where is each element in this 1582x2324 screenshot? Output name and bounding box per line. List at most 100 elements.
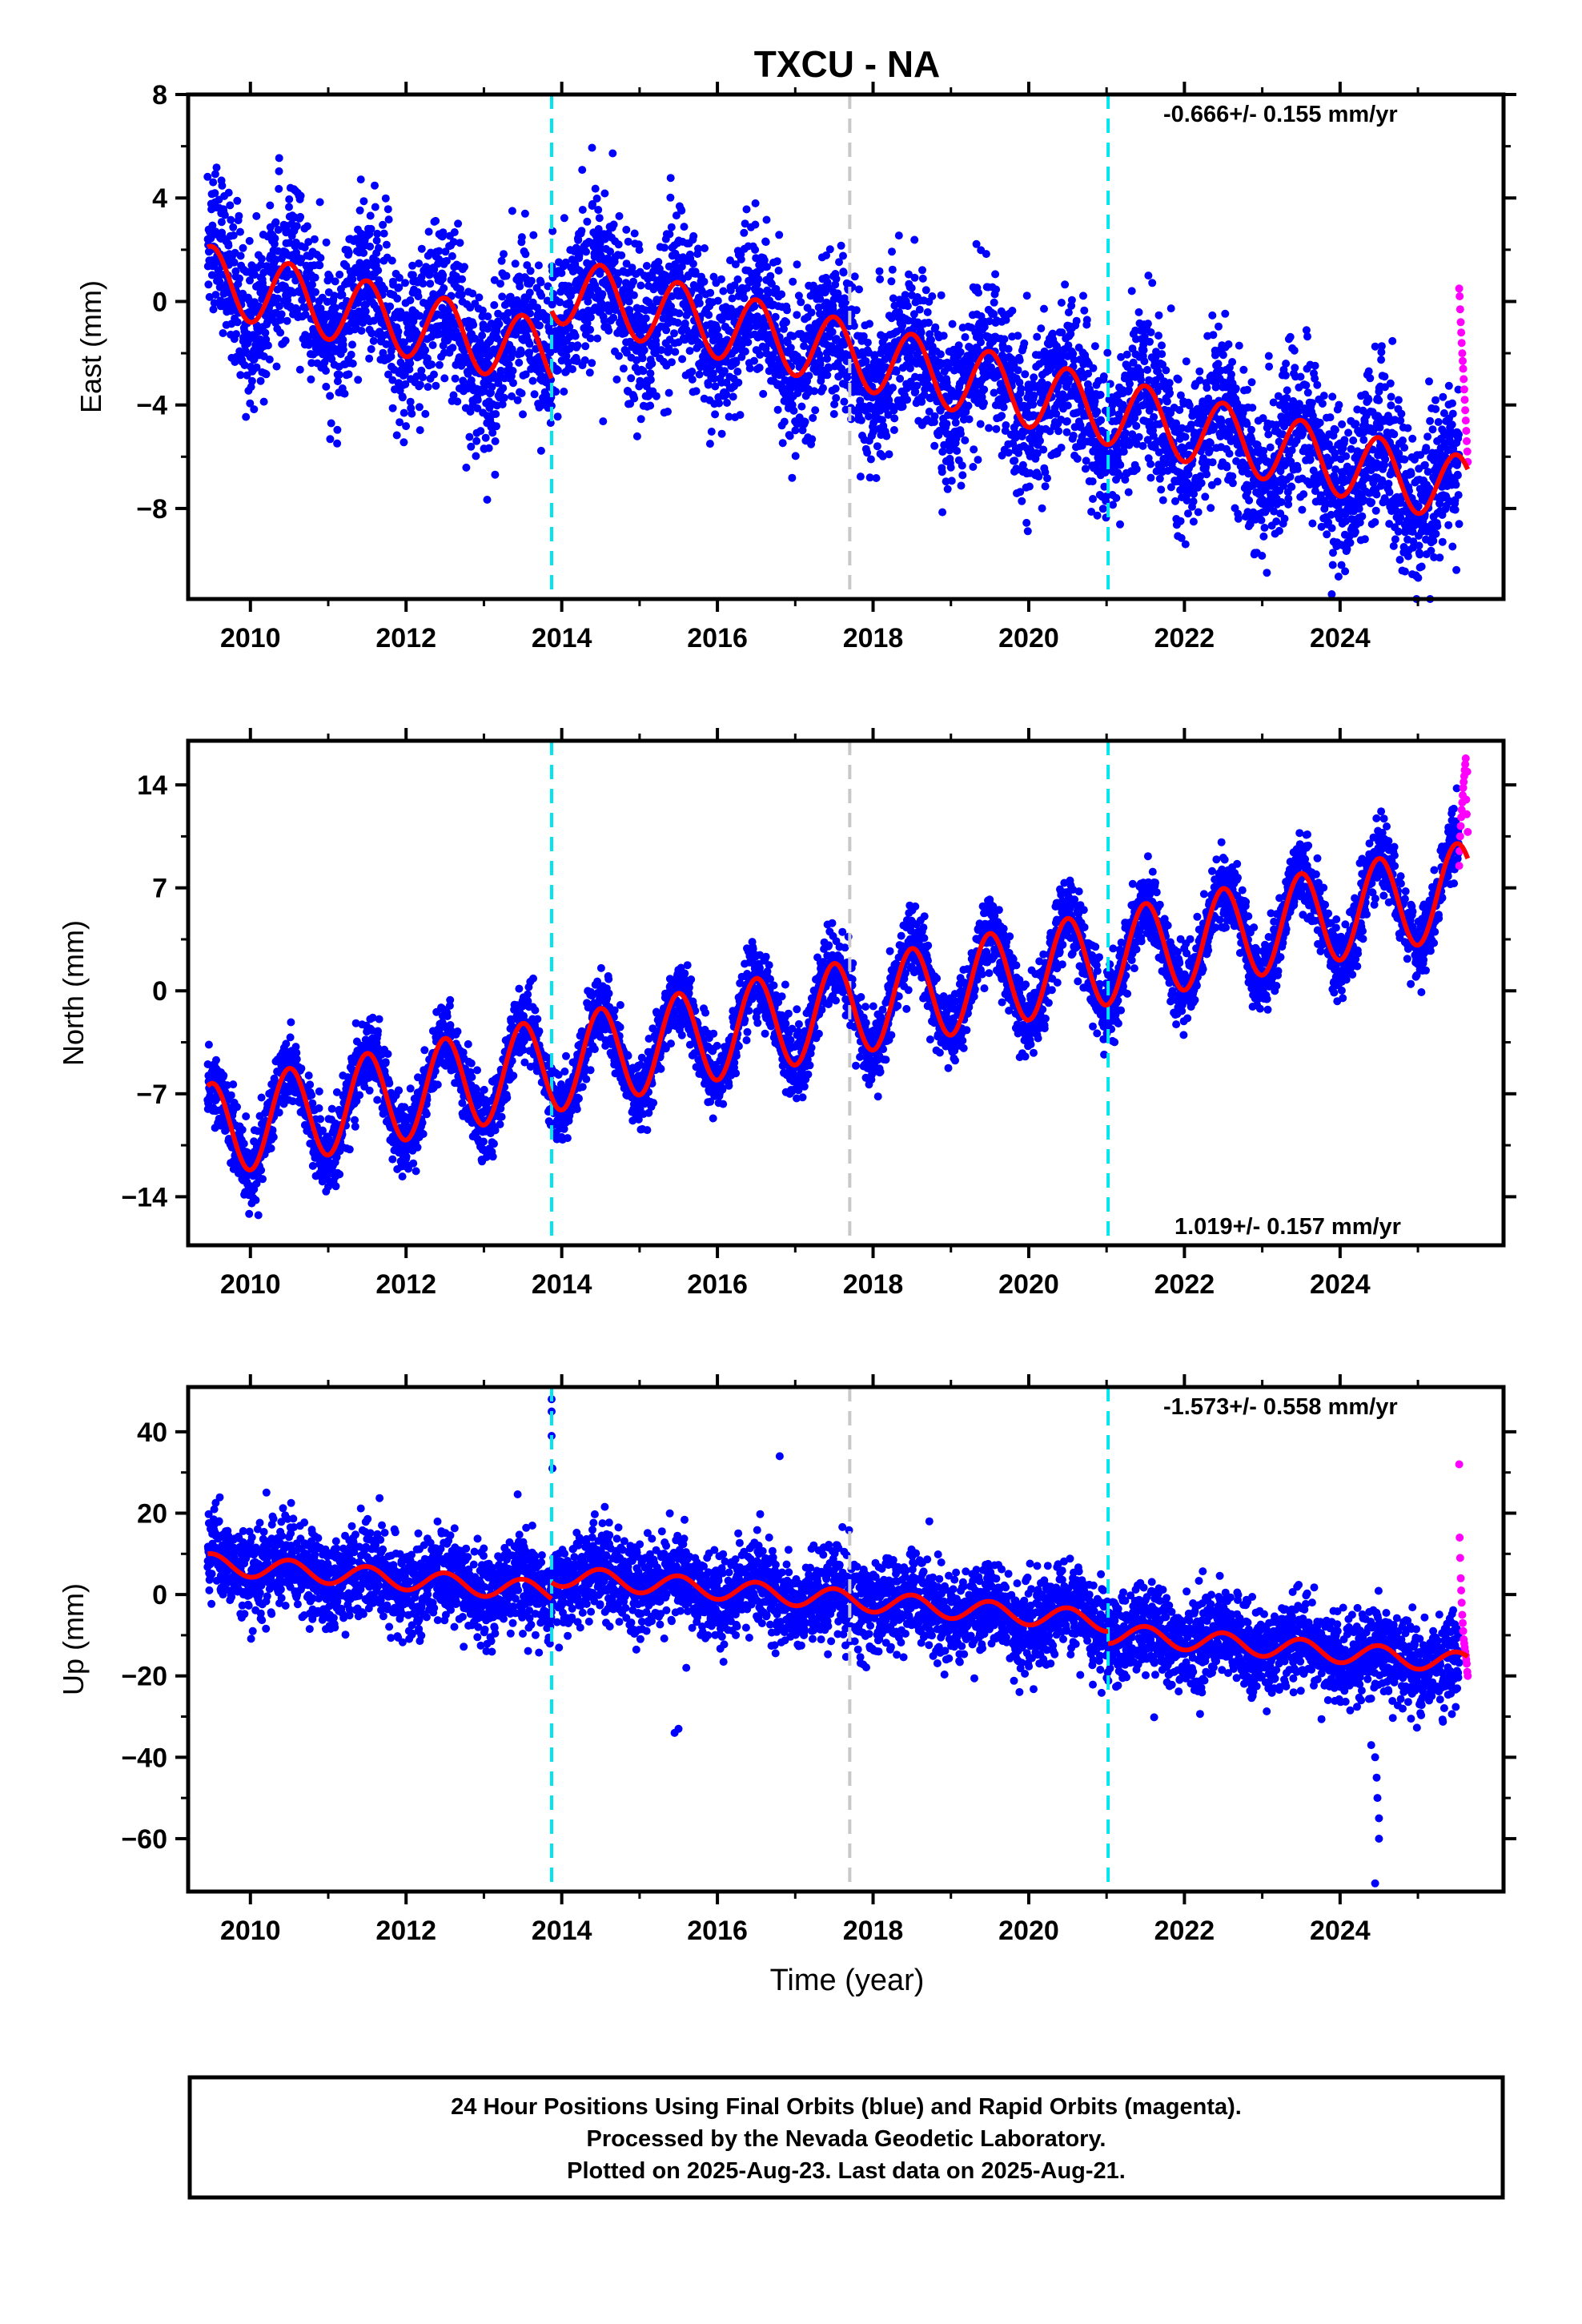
east-data-point (229, 231, 238, 239)
east-data-point (311, 273, 319, 282)
east-data-point (419, 279, 428, 288)
east-data-point (277, 310, 286, 319)
east-data-point (504, 360, 513, 369)
east-data-point (917, 397, 926, 406)
east-data-point (999, 403, 1008, 412)
east-data-point (1146, 337, 1154, 346)
east-data-point (961, 436, 970, 444)
east-data-point (533, 304, 542, 312)
east-data-point (508, 392, 516, 400)
east-data-point (740, 228, 749, 237)
east-data-point (1223, 463, 1231, 472)
east-data-point (734, 378, 743, 387)
east-data-point (326, 392, 335, 400)
east-data-point (366, 242, 375, 251)
east-data-point (915, 305, 924, 314)
east-data-point (1283, 386, 1291, 395)
east-data-point (850, 272, 859, 281)
east-data-point (1299, 490, 1308, 499)
east-data-point (1154, 311, 1163, 320)
east-data-point (701, 244, 709, 252)
east-data-point (508, 207, 516, 215)
east-data-point (1207, 504, 1215, 513)
east-data-point (536, 446, 545, 455)
east-data-point (335, 270, 344, 279)
east-data-point (1341, 567, 1350, 576)
east-data-point (1030, 373, 1038, 382)
east-data-point (333, 425, 342, 434)
east-data-point (439, 271, 448, 279)
east-data-point (395, 273, 404, 282)
east-data-point (400, 408, 408, 417)
east-data-point (1351, 420, 1360, 428)
east-data-point (751, 245, 760, 254)
east-data-point (1080, 306, 1089, 315)
east-data-point (754, 275, 763, 283)
east-data-point (733, 368, 742, 376)
east-data-point (615, 352, 623, 360)
east-data-point (529, 231, 538, 239)
east-data-point (1227, 370, 1235, 379)
east-data-point (430, 265, 439, 274)
east-data-point (1174, 375, 1182, 384)
east-data-point (1139, 346, 1148, 355)
east-data-point (301, 310, 310, 319)
east-data-point (974, 288, 982, 297)
east-data-point (722, 390, 731, 399)
east-data-point (1302, 381, 1311, 390)
east-data-point (894, 231, 903, 240)
east-data-point (780, 417, 789, 426)
east-data-point (1057, 299, 1066, 307)
east-data-point (828, 328, 837, 336)
east-data-point (218, 181, 227, 190)
east-data-point (560, 214, 568, 223)
east-data-point (671, 348, 680, 356)
east-data-point (379, 348, 387, 357)
east-data-point (805, 372, 813, 380)
east-data-point (496, 366, 505, 375)
east-data-point (428, 341, 437, 349)
east-data-point (856, 472, 865, 481)
east-data-point (873, 442, 881, 451)
east-data-point (338, 291, 347, 300)
east-data-point (630, 229, 639, 238)
east-data-point (348, 275, 357, 283)
east-data-point (578, 206, 587, 214)
east-data-point (646, 376, 655, 384)
east-data-point (1020, 339, 1029, 348)
east-data-point (440, 374, 449, 383)
east-data-point (652, 392, 661, 400)
east-data-point (372, 236, 381, 245)
east-data-point (523, 261, 532, 270)
east-data-point (491, 437, 500, 445)
east-data-point (809, 413, 817, 422)
east-data-point (1277, 498, 1286, 506)
east-data-point (689, 259, 697, 268)
east-data-point (1225, 449, 1234, 458)
east-data-point (1036, 436, 1044, 445)
east-data-point (737, 255, 745, 263)
east-data-point (342, 262, 351, 271)
east-data-point (852, 306, 861, 315)
east-data-point (236, 371, 245, 380)
east-data-point (1195, 367, 1204, 376)
east-data-point (1134, 308, 1143, 316)
east-data-point (553, 366, 562, 375)
east-data-point (704, 380, 713, 389)
east-data-point (1073, 454, 1082, 463)
east-data-point (392, 431, 401, 440)
east-data-point (1221, 309, 1230, 318)
east-data-point (1063, 401, 1072, 410)
east-data-point (1334, 573, 1343, 581)
east-data-point (412, 372, 421, 380)
east-data-point (948, 320, 957, 328)
east-data-point (1033, 332, 1042, 341)
east-data-point (1315, 418, 1324, 427)
east-data-point (382, 240, 391, 249)
east-data-point (271, 234, 279, 243)
east-data-point (797, 402, 806, 411)
east-data-point (751, 220, 760, 229)
east-data-point (1134, 432, 1143, 441)
east-data-point (1127, 287, 1136, 296)
east-data-point (740, 294, 749, 303)
